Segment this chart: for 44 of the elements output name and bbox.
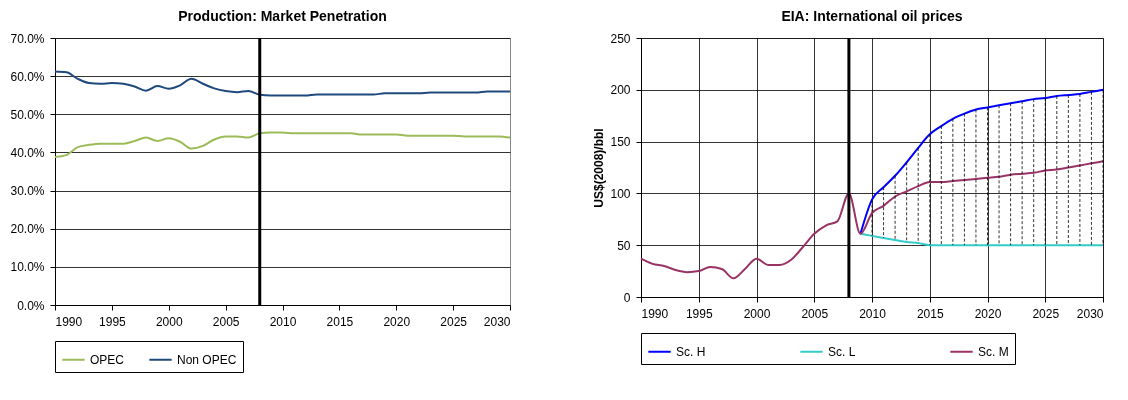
x-tick-label: 1990 — [641, 306, 669, 321]
y-tick-label: 50 — [617, 238, 631, 253]
y-tick-label: 150 — [610, 135, 631, 150]
x-tick-label: 2020 — [974, 306, 1002, 321]
x-tick-label: 2020 — [383, 314, 411, 329]
x-tick-label: 2000 — [743, 306, 771, 321]
x-tick-label: 2030 — [483, 314, 511, 329]
x-tick-label: 2010 — [269, 314, 297, 329]
y-tick-label: 250 — [610, 31, 631, 46]
x-tick-label: 1995 — [685, 306, 713, 321]
line-series — [54, 70, 511, 97]
legend-label: Sc. H — [676, 344, 706, 359]
x-tick-label: 2000 — [155, 314, 183, 329]
chart-title: EIA: International oil prices — [781, 8, 963, 24]
y-tick-label: 50.0% — [10, 107, 45, 122]
legend-label: Sc. M — [978, 344, 1009, 359]
x-tick-label: 1995 — [99, 314, 127, 329]
y-tick-label: 20.0% — [10, 222, 45, 237]
x-tick-label: 2010 — [859, 306, 887, 321]
x-tick-label: 2025 — [440, 314, 468, 329]
line-series — [54, 131, 511, 159]
line-series — [859, 232, 1104, 247]
x-tick-label: 2025 — [1032, 306, 1060, 321]
x-tick-label: 2005 — [212, 314, 240, 329]
y-axis-title: US$(2008)/bbl — [592, 128, 607, 208]
line-series — [640, 160, 1104, 280]
y-tick-label: 0 — [623, 290, 631, 305]
legend-label: OPEC — [90, 352, 125, 367]
x-tick-label: 2030 — [1076, 306, 1104, 321]
x-tick-label: 1990 — [55, 314, 83, 329]
y-tick-label: 30.0% — [10, 184, 45, 199]
y-tick-label: 40.0% — [10, 145, 45, 160]
y-tick-label: 0.0% — [17, 298, 45, 313]
y-tick-label: 70.0% — [10, 31, 45, 46]
y-tick-label: 60.0% — [10, 69, 45, 84]
x-tick-label: 2015 — [916, 306, 944, 321]
y-tick-label: 200 — [610, 83, 631, 98]
y-tick-label: 100 — [610, 186, 631, 201]
legend-label: Non OPEC — [177, 352, 237, 367]
legend-label: Sc. L — [828, 344, 856, 359]
x-tick-label: 2015 — [326, 314, 354, 329]
chart-title: Production: Market Penetration — [178, 8, 387, 24]
x-tick-label: 2005 — [801, 306, 829, 321]
y-tick-label: 10.0% — [10, 260, 45, 275]
